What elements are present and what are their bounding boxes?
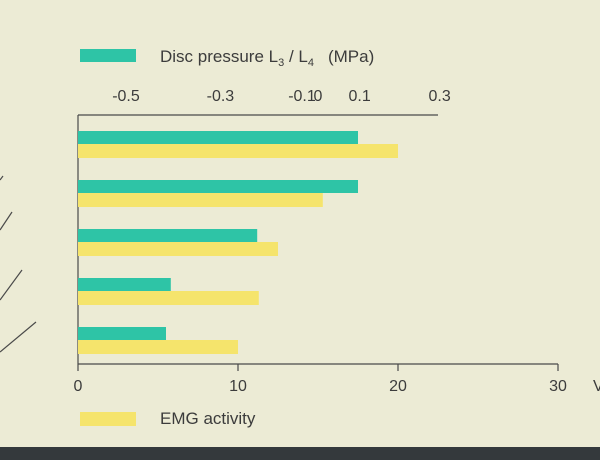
bottom-tick-label: 0 (74, 378, 83, 395)
bar-disc-pressure-3 (78, 229, 258, 242)
bottom-tick-label: 20 (389, 378, 407, 395)
legend-disc-pressure: Disc pressure L3 / L4 (MPa) (80, 47, 374, 69)
legend-swatch-emg (80, 412, 136, 426)
bar-emg-1 (78, 144, 398, 158)
top-tick-label: 0 (314, 88, 323, 105)
bar-emg-2 (78, 193, 323, 207)
legend-label-disc-pressure: Disc pressure L3 / L4 (MPa) (160, 47, 374, 69)
side-illustration-lines (0, 175, 37, 353)
top-tick-label: 0.3 (428, 88, 450, 105)
top-tick-label: -0.3 (207, 88, 235, 105)
bar-disc-pressure-2 (78, 180, 358, 193)
legend-swatch-disc-pressure (80, 49, 136, 62)
bar-emg-3 (78, 242, 278, 256)
bars (78, 131, 398, 354)
bar-emg-5 (78, 340, 238, 354)
bar-disc-pressure-5 (78, 327, 166, 340)
bottom-axis: 0 10 20 30 (74, 364, 567, 395)
bar-disc-pressure-1 (78, 131, 358, 144)
bottom-tick-label: 30 (549, 378, 567, 395)
bar-disc-pressure-4 (78, 278, 171, 291)
bottom-axis-unit: V (593, 378, 600, 395)
bar-emg-4 (78, 291, 259, 305)
legend-emg: EMG activity (80, 409, 256, 428)
legend-label-emg: EMG activity (160, 409, 256, 428)
top-tick-label: -0.5 (112, 88, 140, 105)
top-tick-label: -0.1 (288, 88, 316, 105)
top-axis: -0.5 -0.3 -0.10 0.1 0.3 (112, 88, 451, 105)
bottom-band (0, 447, 600, 460)
top-tick-label: 0.1 (348, 88, 370, 105)
bottom-tick-label: 10 (229, 378, 247, 395)
